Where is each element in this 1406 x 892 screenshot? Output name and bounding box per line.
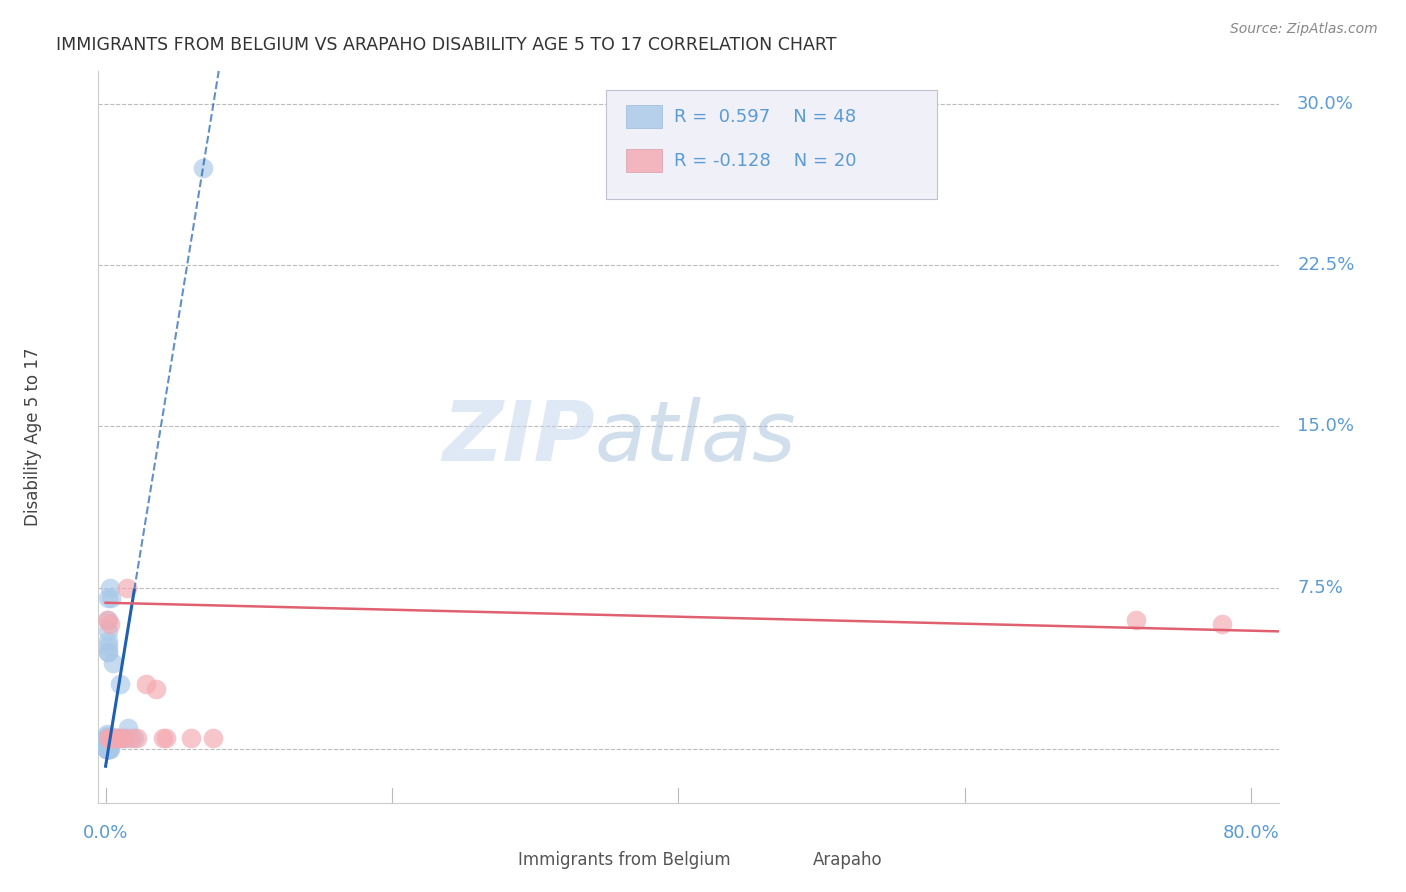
Point [101, 656, 124, 670]
Point [1125, 613, 1147, 627]
Point [97, 731, 120, 746]
Point [1211, 617, 1233, 632]
Point [98, 731, 121, 746]
Point [97, 591, 120, 606]
Point [98, 742, 121, 756]
Point [105, 731, 128, 746]
Point [96, 731, 118, 746]
Point [100, 591, 122, 606]
Text: IMMIGRANTS FROM BELGIUM VS ARAPAHO DISABILITY AGE 5 TO 17 CORRELATION CHART: IMMIGRANTS FROM BELGIUM VS ARAPAHO DISAB… [56, 36, 837, 54]
Text: ZIP: ZIP [441, 397, 595, 477]
Point [97, 639, 120, 653]
Point [111, 731, 134, 746]
Point [97, 624, 120, 638]
Text: R = -0.128    N = 20: R = -0.128 N = 20 [673, 152, 856, 169]
Point [96, 735, 118, 749]
Point [97, 613, 120, 627]
Point [96, 742, 118, 756]
Text: 22.5%: 22.5% [1298, 256, 1354, 274]
Point [135, 677, 157, 691]
Text: 30.0%: 30.0% [1298, 95, 1354, 112]
Text: 15.0%: 15.0% [1298, 417, 1354, 435]
Point [96, 742, 118, 756]
Point [108, 677, 131, 691]
Point [101, 731, 124, 746]
Point [97, 731, 120, 746]
Point [111, 731, 134, 746]
Point [97, 731, 120, 746]
Text: R =  0.597    N = 48: R = 0.597 N = 48 [673, 108, 856, 126]
Point [98, 617, 121, 632]
Point [96, 729, 118, 743]
Point [201, 731, 224, 746]
Point [97, 634, 120, 648]
Point [96, 735, 118, 749]
Point [96, 742, 118, 756]
Point [108, 731, 131, 746]
Point [114, 731, 136, 746]
Point [120, 731, 142, 746]
Text: 80.0%: 80.0% [1222, 824, 1279, 842]
Point [97, 645, 120, 659]
Point [96, 727, 118, 741]
Point [117, 721, 139, 735]
Point [122, 731, 145, 746]
Point [191, 161, 214, 176]
Text: Source: ZipAtlas.com: Source: ZipAtlas.com [1230, 22, 1378, 37]
Point [103, 731, 125, 746]
Point [115, 581, 138, 595]
Text: 7.5%: 7.5% [1298, 579, 1343, 597]
Point [101, 731, 124, 746]
Text: Immigrants from Belgium: Immigrants from Belgium [517, 851, 730, 869]
Text: Arapaho: Arapaho [813, 851, 883, 869]
Bar [488, 853, 512, 869]
Point [107, 731, 129, 746]
Point [94, 731, 117, 746]
Point [100, 731, 122, 746]
Bar [783, 853, 807, 869]
Point [96, 731, 118, 746]
Point [98, 731, 121, 746]
Point [145, 681, 167, 696]
Bar [626, 149, 662, 172]
Point [105, 731, 128, 746]
Point [100, 731, 122, 746]
Point [152, 731, 174, 746]
Point [96, 731, 118, 746]
Point [98, 742, 121, 756]
Point [104, 731, 127, 746]
Point [97, 742, 120, 756]
Point [97, 742, 120, 756]
Text: atlas: atlas [595, 397, 796, 477]
Point [96, 613, 118, 627]
Point [98, 731, 121, 746]
Point [98, 581, 121, 595]
Point [96, 731, 118, 746]
FancyBboxPatch shape [606, 90, 936, 200]
Point [97, 731, 120, 746]
Point [97, 742, 120, 756]
Text: 0.0%: 0.0% [83, 824, 128, 842]
Point [97, 731, 120, 746]
Point [180, 731, 202, 746]
Point [125, 731, 148, 746]
Text: Disability Age 5 to 17: Disability Age 5 to 17 [24, 348, 42, 526]
Point [96, 742, 118, 756]
Bar [626, 105, 662, 128]
Point [97, 645, 120, 659]
Point [96, 742, 118, 756]
Point [97, 742, 120, 756]
Point [155, 731, 177, 746]
